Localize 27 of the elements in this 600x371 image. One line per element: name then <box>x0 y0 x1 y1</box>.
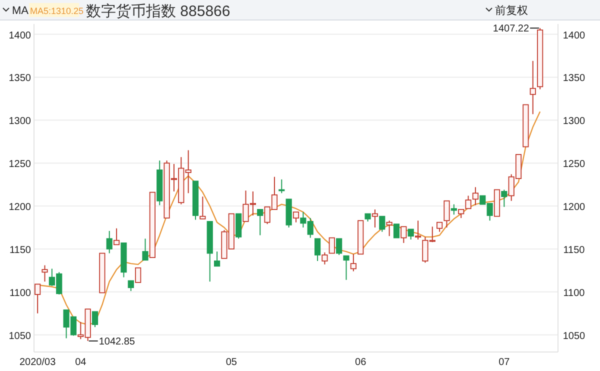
x-tick-label: 2020/03 <box>20 357 56 368</box>
y2-tick-label: 1400 <box>562 30 586 42</box>
text: MA5:1310.25 <box>30 6 84 16</box>
y2-tick-label: 1250 <box>562 159 586 170</box>
y2-tick-label: 1300 <box>562 116 586 128</box>
chart-title: 数字货币指数 885866 <box>86 3 230 20</box>
y2-tick-label: 1350 <box>562 73 586 84</box>
text: MA <box>12 5 30 17</box>
text: 前复权 <box>495 5 528 17</box>
annotation: 1407.22 <box>492 24 530 35</box>
y-tick-label: 1050 <box>8 330 32 342</box>
y2-tick-label: 1050 <box>562 330 586 342</box>
x-tick-label: 06 <box>355 357 367 368</box>
x-tick-label: 07 <box>498 357 510 368</box>
y2-tick-label: 1100 <box>563 288 586 299</box>
y-tick-label: 1400 <box>8 30 32 42</box>
y-tick-label: 1100 <box>9 288 32 299</box>
x-tick-label: 04 <box>75 357 87 368</box>
y-tick-label: 1300 <box>8 116 32 128</box>
x-tick-label: 05 <box>226 357 238 368</box>
y-tick-label: 1350 <box>8 73 32 84</box>
y-tick-label: 1150 <box>9 244 32 256</box>
y2-tick-label: 1200 <box>562 202 586 214</box>
annotation: 1042.85 <box>98 336 136 348</box>
y2-tick-label: 1150 <box>563 244 586 256</box>
y-tick-label: 1250 <box>8 159 32 170</box>
y-tick-label: 1200 <box>8 202 32 214</box>
